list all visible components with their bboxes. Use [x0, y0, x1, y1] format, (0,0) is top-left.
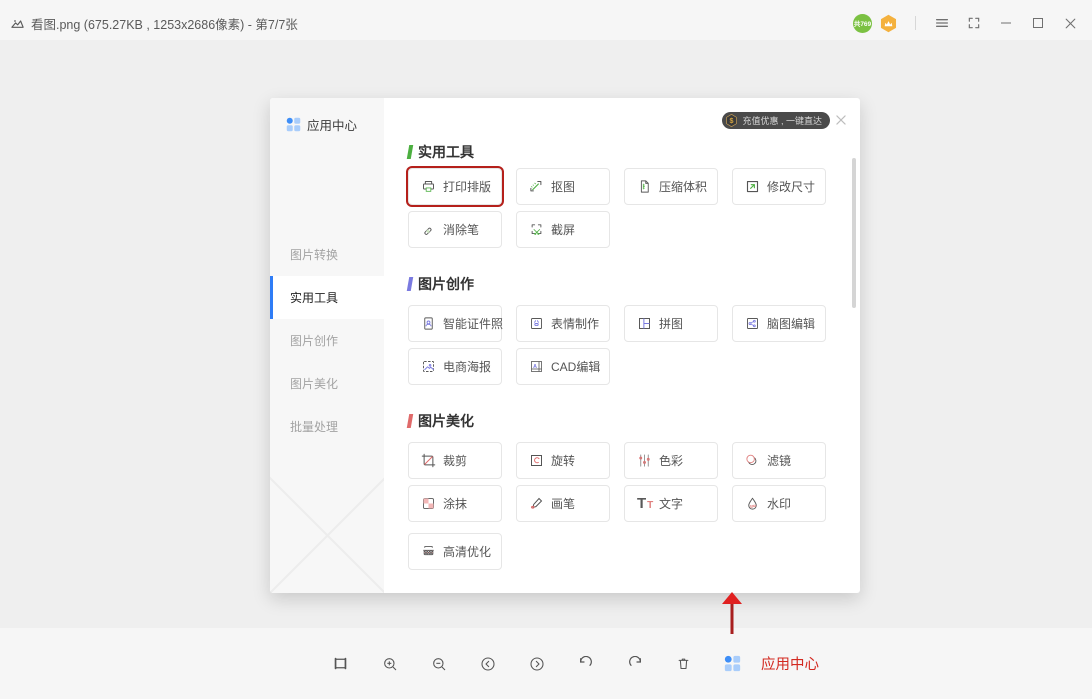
svg-text:$: $ — [730, 117, 734, 125]
svg-text:A: A — [533, 364, 537, 370]
